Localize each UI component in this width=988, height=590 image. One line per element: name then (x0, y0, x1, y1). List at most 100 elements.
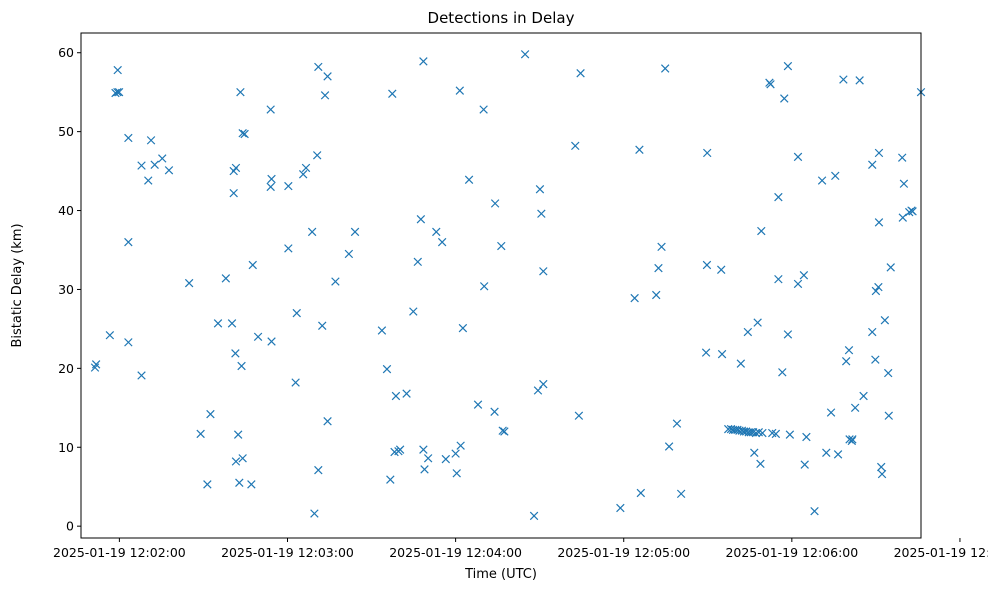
data-point (298, 170, 308, 179)
data-point (833, 450, 843, 459)
x-axis-label: Time (UTC) (464, 567, 537, 582)
data-point (377, 326, 387, 335)
data-point (382, 364, 392, 374)
data-point (391, 391, 401, 401)
data-point (284, 181, 293, 191)
data-point (452, 469, 461, 478)
data-point (455, 86, 465, 95)
data-point (876, 462, 886, 472)
data-point (227, 319, 237, 328)
data-point (301, 163, 311, 173)
data-point (386, 475, 395, 484)
data-point (266, 105, 275, 114)
data-point (676, 489, 686, 499)
data-point (314, 62, 323, 72)
data-point (855, 76, 864, 85)
chart-title: Detections in Delay (428, 9, 575, 27)
data-point (783, 330, 793, 339)
data-point (702, 260, 712, 270)
data-point (314, 465, 323, 475)
data-point (124, 237, 133, 247)
data-point (105, 330, 115, 340)
data-point (702, 148, 712, 158)
data-points (90, 50, 926, 521)
data-point (771, 429, 781, 439)
data-point (839, 75, 848, 84)
data-point (231, 349, 240, 358)
data-point (886, 263, 895, 272)
data-point (184, 278, 194, 288)
data-point (766, 80, 775, 89)
data-point (395, 445, 405, 454)
data-point (323, 416, 332, 426)
x-tick-label: 2025-01-19 12:04:00 (389, 545, 522, 560)
data-point (535, 185, 545, 194)
data-point (500, 427, 509, 436)
data-point (307, 227, 317, 237)
data-point (137, 371, 146, 380)
data-point (231, 457, 241, 466)
data-point (419, 57, 428, 66)
data-point (490, 407, 499, 416)
data-point (736, 359, 746, 368)
data-point (743, 327, 753, 337)
data-point (420, 465, 429, 474)
data-point (520, 50, 530, 59)
data-point (498, 426, 507, 435)
data-point (871, 286, 881, 296)
data-point (331, 277, 340, 286)
data-point (247, 480, 256, 489)
x-tick-label: 2025-01-19 12:02:00 (53, 545, 186, 560)
y-tick-label: 0 (66, 519, 74, 534)
data-point (240, 129, 249, 139)
data-point (831, 171, 840, 181)
data-point (758, 428, 767, 438)
data-point (753, 318, 762, 327)
data-point (267, 174, 276, 184)
data-point (884, 411, 894, 420)
data-point (785, 430, 795, 439)
y-tick-label: 60 (58, 45, 74, 60)
data-point (137, 161, 146, 170)
data-point (751, 428, 761, 438)
data-point (458, 323, 468, 333)
data-point (451, 449, 460, 458)
data-point (636, 488, 646, 498)
x-tick-label: 2025-01-19 12:05:00 (557, 545, 690, 560)
data-point (877, 469, 887, 479)
data-point (660, 64, 670, 73)
data-point (539, 267, 548, 276)
data-point (113, 65, 122, 75)
y-axis: 0 10 20 30 40 50 60 (58, 45, 81, 534)
data-point (799, 271, 809, 280)
data-point (756, 459, 765, 469)
data-point (150, 160, 159, 169)
data-point (635, 145, 644, 155)
x-axis: 2025-01-19 12:02:00 2025-01-19 12:03:00 20… (53, 538, 988, 560)
data-point (196, 429, 205, 439)
data-point (158, 154, 167, 163)
data-point (231, 163, 241, 173)
data-point (810, 506, 819, 516)
data-point (848, 435, 857, 444)
x-tick-label: 2025-01-19 12:07:00 (894, 545, 988, 560)
data-point (413, 257, 423, 267)
data-point (284, 244, 293, 253)
data-point (441, 454, 451, 464)
data-point (657, 242, 666, 252)
data-point (479, 105, 488, 114)
data-point (898, 213, 908, 222)
data-point (437, 237, 447, 247)
data-point (266, 182, 275, 192)
data-point (533, 386, 543, 395)
data-point (844, 345, 854, 355)
data-point (651, 290, 661, 300)
data-point (774, 192, 783, 202)
data-point (146, 136, 156, 145)
data-point (233, 430, 243, 439)
data-point (874, 282, 883, 292)
data-point (312, 151, 322, 160)
data-point (529, 511, 539, 521)
data-point (432, 227, 441, 237)
